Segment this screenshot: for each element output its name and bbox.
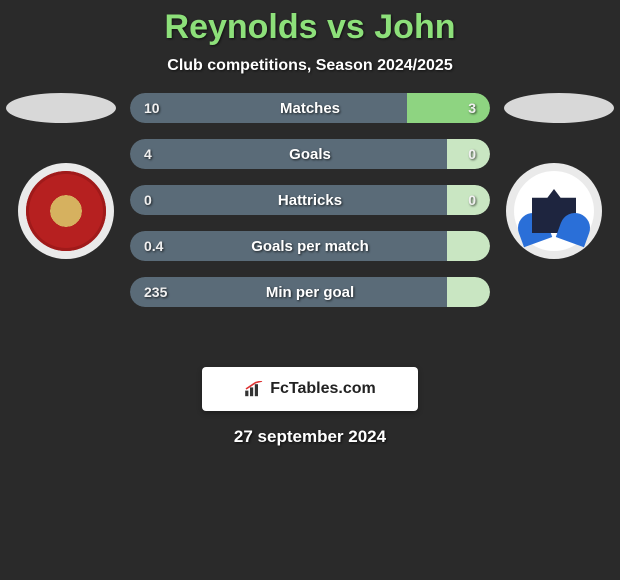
stat-label: Min per goal [130, 277, 490, 307]
stat-row: 0.4Goals per match [130, 231, 490, 261]
date-text: 27 september 2024 [0, 427, 620, 447]
stat-label: Matches [130, 93, 490, 123]
stat-label: Goals per match [130, 231, 490, 261]
subtitle: Club competitions, Season 2024/2025 [0, 57, 620, 75]
page-title: Reynolds vs John [0, 8, 620, 47]
stat-row: 00Hattricks [130, 185, 490, 215]
main-area: 103Matches 40Goals 00Hattricks 0.4Goals per… [0, 93, 620, 353]
club-badge-left [18, 163, 114, 259]
stat-row: 235Min per goal [130, 277, 490, 307]
attribution-badge: FcTables.com [202, 367, 418, 411]
attribution-text: FcTables.com [270, 380, 376, 398]
stat-label: Goals [130, 139, 490, 169]
castle-icon [532, 189, 576, 233]
stat-row: 40Goals [130, 139, 490, 169]
stat-bars: 103Matches 40Goals 00Hattricks 0.4Goals per… [130, 93, 490, 307]
stat-label: Hattricks [130, 185, 490, 215]
comparison-card: Reynolds vs John Club competitions, Seas… [0, 0, 620, 447]
player-right-portrait [504, 93, 614, 123]
player-left-portrait [6, 93, 116, 123]
stat-row: 103Matches [130, 93, 490, 123]
castle-badge-icon [514, 171, 594, 251]
chart-icon [244, 381, 264, 397]
club-badge-right [506, 163, 602, 259]
archer-badge-icon [26, 171, 106, 251]
